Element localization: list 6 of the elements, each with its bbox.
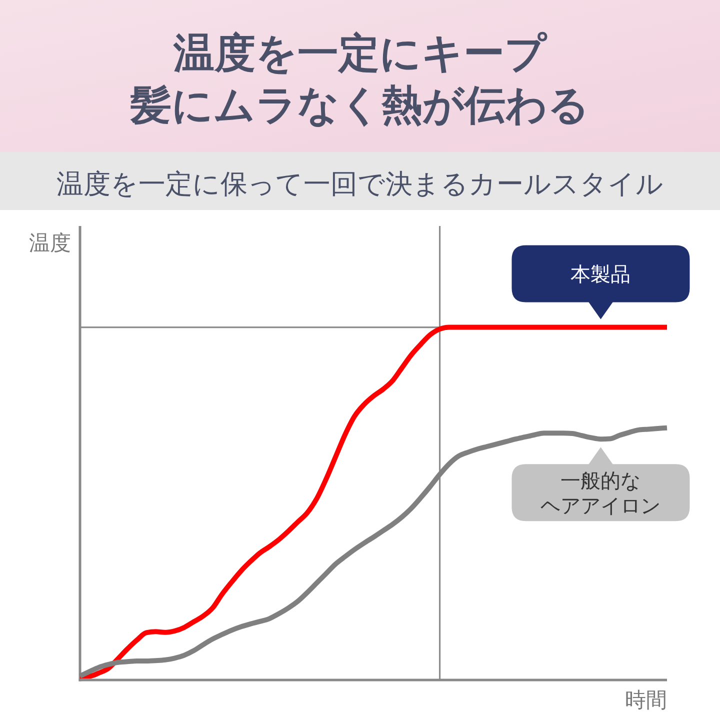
text: 本製品 <box>570 262 631 286</box>
series-label: 一般的なヘアアイロン <box>540 468 661 518</box>
y-axis-title: 温度 <box>29 231 71 255</box>
chart-title: 温度を一定にキープ髪にムラなく熱が伝わる <box>130 29 590 129</box>
x-axis-title: 時間 <box>625 688 667 712</box>
chart-subtitle: 温度を一定に保って一回で決まるカールスタイル <box>56 169 664 200</box>
